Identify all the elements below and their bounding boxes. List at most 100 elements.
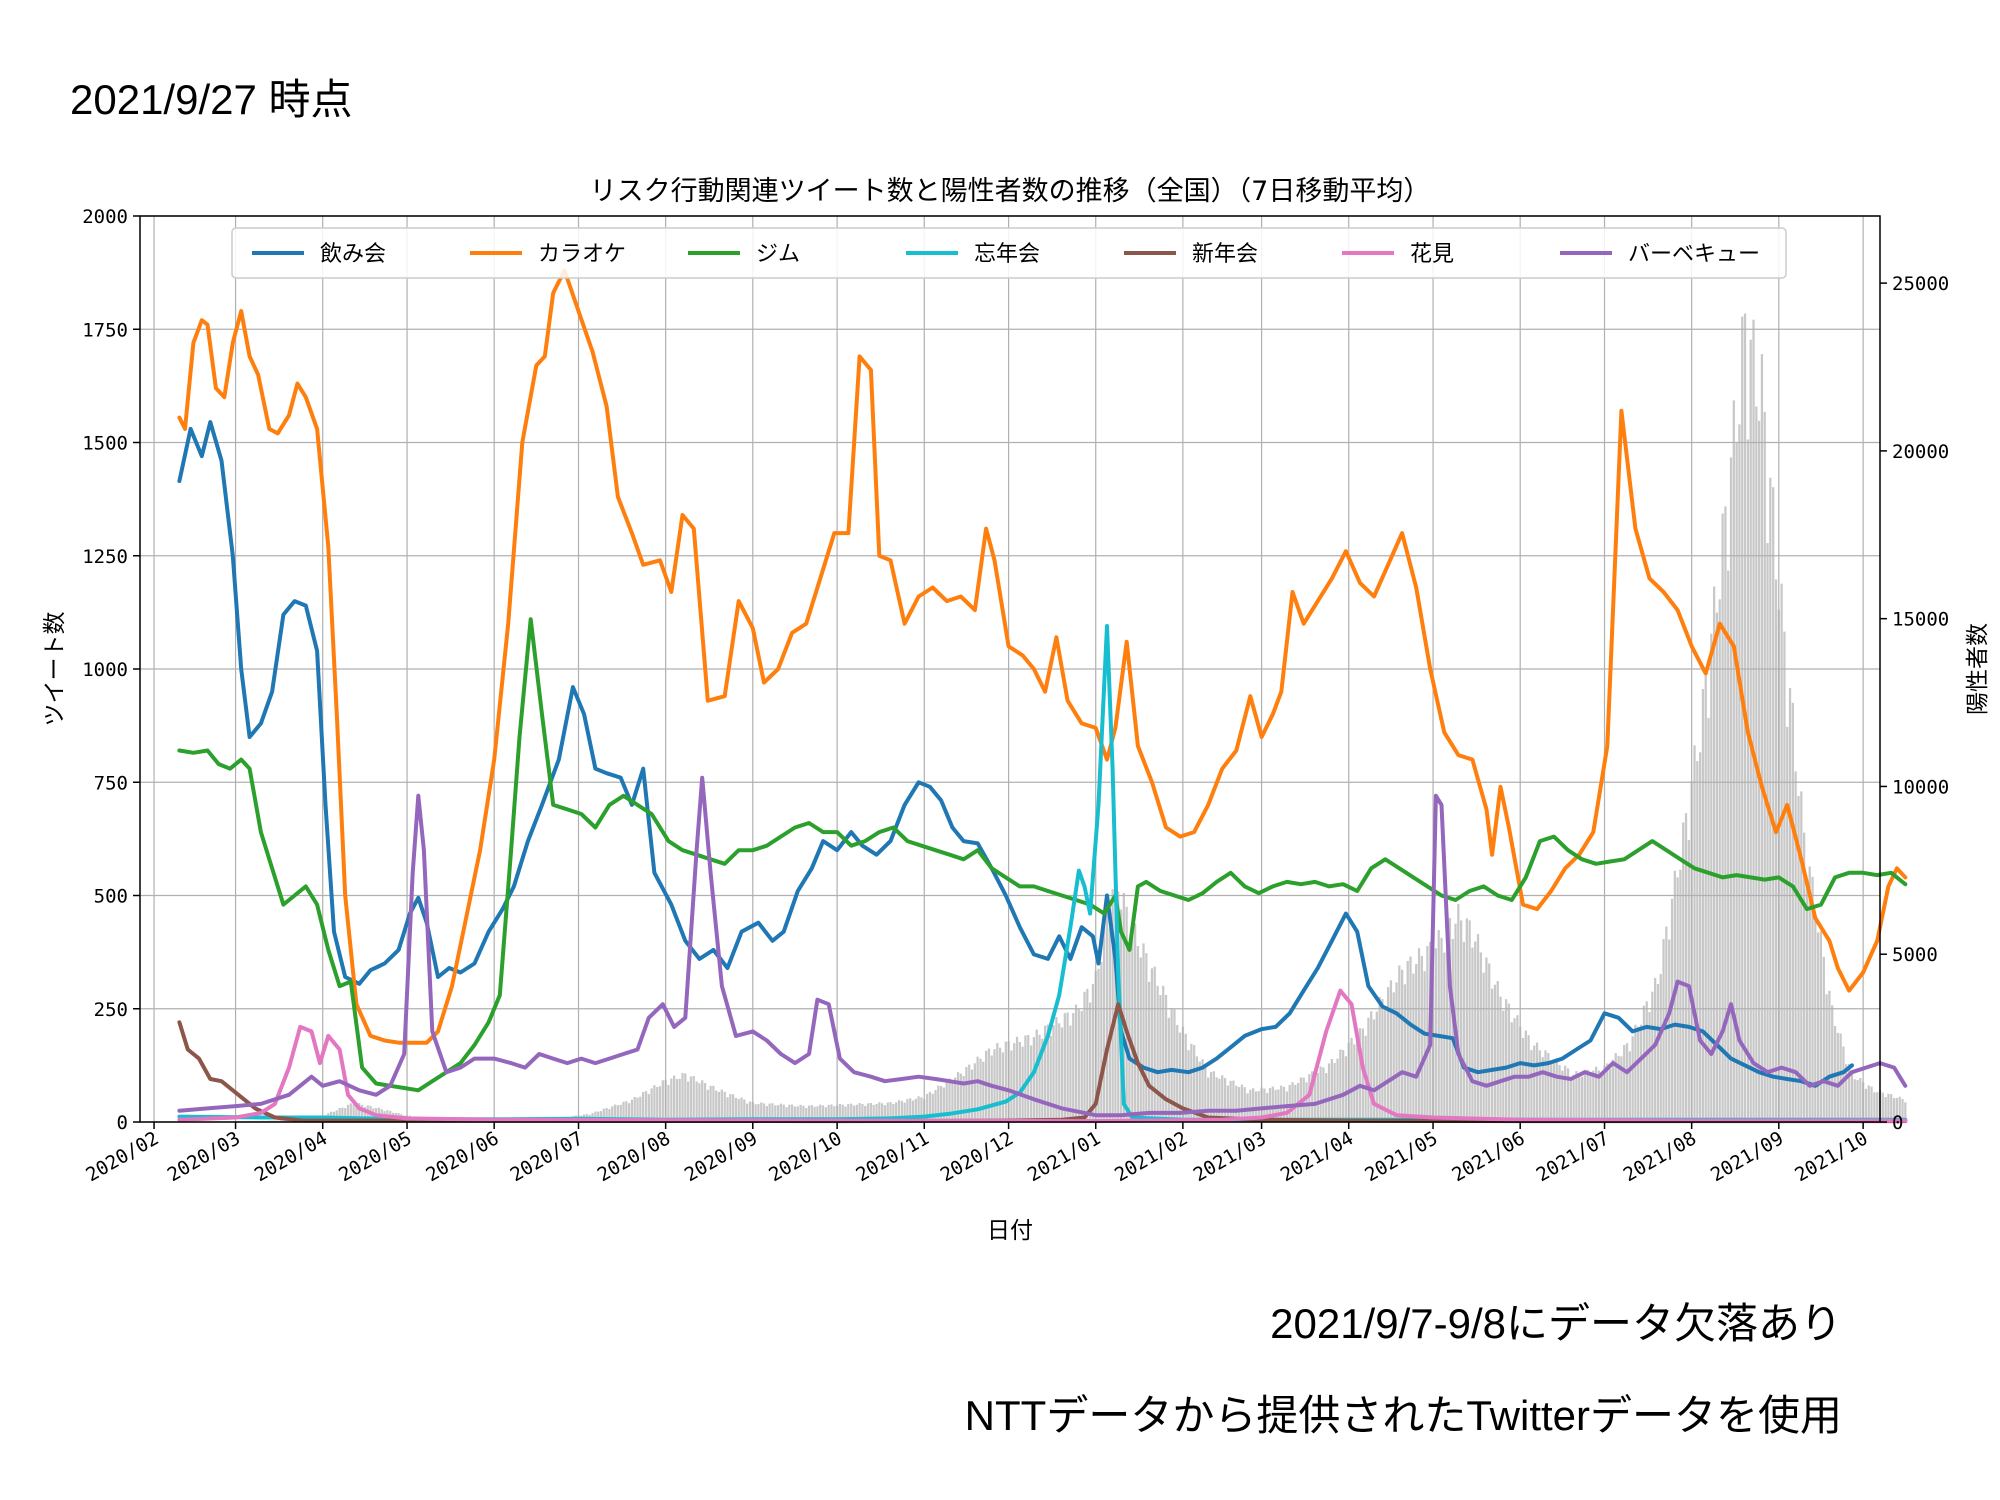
positives-bar [895,1102,898,1122]
positives-bars [178,313,1907,1123]
positives-bar [897,1100,901,1122]
positives-bar [1482,972,1485,1122]
positives-bar [1769,477,1772,1122]
line-chart: 0 250 500 750 1000 1250 1500 1750 2000 0 5000 1000… [42,176,1991,1244]
positives-bar [1760,354,1764,1123]
series-line [177,988,1908,1124]
positives-bar [937,1085,940,1122]
positives-bar [1864,1088,1868,1122]
legend-label: 新年会 [1192,242,1258,267]
positives-bar [779,1103,783,1122]
positives-bar [1330,1059,1333,1122]
positives-bar [1046,1024,1050,1122]
positives-bar [889,1102,892,1122]
positives-bar [1578,1074,1581,1122]
positives-bar [1496,981,1499,1122]
x-tick-label: 2021/08 [1620,1127,1700,1186]
positives-bar [1465,918,1468,1122]
positives-bar [1235,1085,1238,1122]
positives-bar [1800,791,1803,1122]
positives-bar [1089,1002,1092,1122]
positives-bar [1884,1097,1887,1122]
positives-bar [675,1079,679,1122]
positives-bar [1547,1053,1550,1122]
x-tick-label: 2020/05 [335,1127,415,1186]
positives-bar [1207,1077,1210,1122]
positives-bar [1648,1012,1651,1122]
positives-bar [931,1093,934,1122]
positives-bar [1614,1053,1617,1122]
legend-label: バーベキュー [1628,242,1760,267]
positives-bar [1063,1013,1066,1122]
positives-bar [1148,981,1151,1122]
positives-bar [1184,1033,1187,1122]
x-tick-label: 2020/04 [251,1127,331,1186]
y-axis-right: 0 5000 10000 15000 20000 25000 [1880,273,1949,1134]
positives-bar [723,1091,726,1122]
positives-bar [1620,1056,1623,1122]
positives-bar [1238,1087,1241,1122]
positives-bar [1229,1080,1232,1122]
positives-bar [1516,1015,1519,1122]
positives-bar [1808,866,1811,1122]
legend-label: ジム [756,242,800,267]
positives-bar [1707,717,1710,1122]
positives-bar [692,1076,695,1122]
positives-bar [1403,984,1407,1122]
positives-bar [788,1104,791,1122]
chart-title: リスク行動関連ツイート数と陽性者数の推移（全国）（7日移動平均） [590,176,1431,207]
y-right-tick-label: 25000 [1892,273,1949,295]
positives-bar [760,1102,763,1122]
positives-bar [346,1104,350,1122]
positives-bar [875,1104,878,1122]
positives-bar [1715,612,1719,1122]
positives-bar [613,1104,617,1122]
positives-bar [1870,1086,1873,1122]
positives-bar [802,1105,805,1122]
positives-bar [1170,1008,1173,1122]
positives-bar [1339,1049,1342,1122]
positives-bar [844,1106,847,1122]
positives-bar [948,1078,951,1122]
positives-bar [1387,987,1390,1122]
positives-bar [1850,1072,1854,1122]
positives-bar [701,1080,704,1122]
positives-bar [1609,1068,1612,1122]
positives-bar [1417,948,1421,1122]
y-right-tick-label: 0 [1892,1112,1903,1134]
positives-bar [1066,1012,1069,1122]
positives-bar [1437,930,1440,1122]
positives-bar [608,1109,611,1122]
positives-bar [1325,1073,1328,1122]
positives-bar [1288,1084,1291,1122]
positives-bar [276,1120,279,1122]
positives-bar [754,1104,757,1122]
x-tick-label: 2020/09 [681,1127,761,1186]
positives-bar [1268,1088,1272,1122]
positives-bar [746,1103,749,1122]
positives-bar [689,1076,693,1122]
positives-bar [1746,439,1750,1122]
positives-bar [703,1083,707,1122]
positives-bar [684,1073,687,1122]
positives-bar [765,1106,768,1122]
positives-bar [658,1086,662,1122]
positives-bar [1257,1091,1260,1122]
positives-bar [1111,889,1114,1122]
positives-bar [678,1078,681,1122]
positives-bar [1291,1082,1294,1122]
positives-bar [740,1097,743,1122]
positives-bar [695,1081,698,1122]
positives-bar [1727,570,1730,1122]
positives-bar [855,1104,858,1122]
positives-bar [1412,973,1415,1122]
positives-bar [341,1107,344,1122]
positives-bar [1319,1066,1322,1122]
positives-bar [349,1103,352,1122]
positives-bar [878,1102,881,1122]
positives-bar [1822,956,1825,1122]
positives-bar [951,1082,954,1122]
positives-bar [1350,1037,1353,1122]
positives-bar [1420,956,1423,1122]
positives-bar [1398,965,1401,1122]
